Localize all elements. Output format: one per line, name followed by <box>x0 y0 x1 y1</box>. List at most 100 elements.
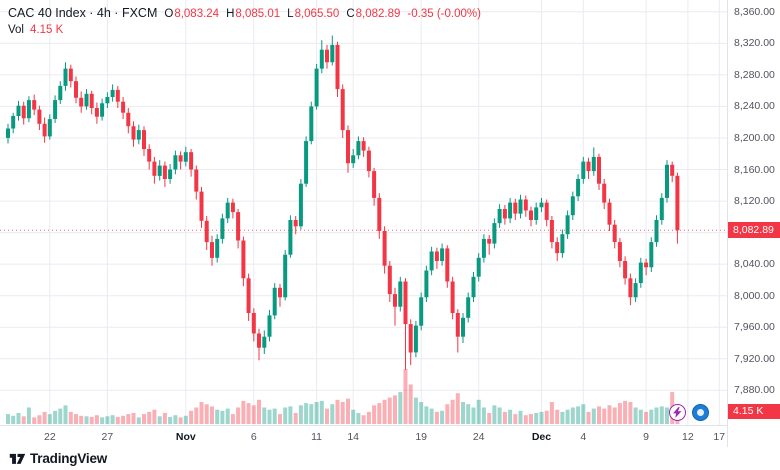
price-axis-label: 8,000.00 <box>734 289 775 302</box>
candle-body <box>602 183 607 203</box>
candle-body <box>131 126 136 140</box>
price-chart-canvas[interactable] <box>0 0 727 425</box>
candle-body <box>246 278 251 313</box>
candle-body <box>257 333 261 348</box>
candle-body <box>199 191 204 221</box>
volume-bar <box>555 409 560 424</box>
candle-body <box>570 196 575 216</box>
volume-bar <box>37 415 42 424</box>
volume-legend: Vol 4.15 K <box>8 24 63 36</box>
candle-body <box>424 270 429 298</box>
volume-bar <box>429 408 434 424</box>
volume-bar <box>105 416 110 424</box>
candle-body <box>555 242 560 254</box>
volume-bar <box>466 404 471 424</box>
candle-body <box>262 336 267 348</box>
candle-body <box>617 242 622 261</box>
candle-body <box>330 44 335 63</box>
candle-body <box>215 238 220 258</box>
volume-bar <box>597 406 601 424</box>
volume-bar <box>293 413 298 424</box>
time-axis-label: 22 <box>43 431 56 443</box>
symbol-title[interactable]: CAC 40 Index · 4h · FXCM <box>8 6 158 20</box>
candle-body <box>565 215 570 235</box>
volume-bar <box>419 402 424 424</box>
time-axis[interactable]: 22 27 Nov 6 11 14 19 24 Dec 4 9 12 17 <box>0 425 727 447</box>
candle-body <box>440 248 445 261</box>
instant-trading-button[interactable] <box>669 404 686 421</box>
volume-bar <box>628 402 633 424</box>
volume-bar <box>84 416 89 424</box>
price-axis-label: 8,120.00 <box>734 195 775 208</box>
volume-bar <box>518 410 523 424</box>
volume-bar <box>210 406 214 424</box>
candle-body <box>157 165 162 176</box>
candle-body <box>204 220 209 243</box>
volume-bar <box>534 413 539 424</box>
volume-bar <box>492 405 497 424</box>
candle-body <box>502 209 507 219</box>
volume-bar <box>581 404 586 424</box>
candle-body <box>638 262 643 284</box>
candle-body <box>455 313 460 337</box>
candle-body <box>471 276 476 298</box>
candle-body <box>74 81 78 98</box>
candle-body <box>377 197 382 231</box>
candle-body <box>644 262 649 268</box>
volume-bar <box>215 409 220 424</box>
candle-body <box>523 199 528 211</box>
candle-body <box>549 220 554 243</box>
candle-body <box>283 254 288 298</box>
brand-name[interactable]: TradingView <box>30 451 108 466</box>
candle-body <box>89 93 94 108</box>
volume-bar <box>665 407 669 424</box>
volume-bar <box>576 406 581 424</box>
high-value: 8,085.01 <box>235 8 281 20</box>
candle-body <box>346 130 350 164</box>
candle-body <box>361 141 366 151</box>
volume-bar <box>53 410 58 424</box>
volume-bar <box>142 414 146 424</box>
volume-bar <box>230 414 235 424</box>
volume-bar <box>659 406 664 424</box>
candle-body <box>142 130 146 149</box>
candle-body <box>68 68 73 82</box>
volume-bar <box>560 411 565 424</box>
candle-body <box>267 315 272 337</box>
candle-body <box>665 164 669 198</box>
candle-body <box>47 119 52 137</box>
candle-body <box>612 224 617 242</box>
volume-bar <box>424 406 429 424</box>
volume-bar <box>382 399 387 424</box>
volume-bar <box>461 402 465 424</box>
quick-order-button[interactable] <box>692 404 709 421</box>
volume-bar <box>481 407 486 424</box>
volume-bar <box>403 369 408 424</box>
price-axis-label: 8,160.00 <box>734 163 775 176</box>
chart-plot-area[interactable] <box>0 0 727 425</box>
candle-body <box>623 261 628 279</box>
candle-body <box>675 175 680 231</box>
volume-bar <box>644 411 649 424</box>
volume-bar <box>346 398 350 424</box>
volume-bar <box>361 415 366 424</box>
volume-bar <box>16 413 21 424</box>
volume-bar <box>497 407 502 424</box>
candle-body <box>654 220 659 243</box>
candle-body <box>340 89 345 131</box>
volume-bar <box>152 409 157 424</box>
volume-bar <box>68 411 73 424</box>
time-axis-label: 4 <box>580 431 587 443</box>
volume-bar <box>455 393 460 424</box>
volume-bar <box>544 410 549 424</box>
volume-bar <box>157 416 162 424</box>
close-label: C <box>346 8 355 20</box>
candle-body <box>100 103 105 117</box>
candle-body <box>152 161 157 176</box>
candle-body <box>37 109 42 124</box>
candle-body <box>607 202 612 225</box>
volume-bar <box>413 397 418 424</box>
candle-body <box>581 161 586 179</box>
volume-bar <box>570 407 575 424</box>
candle-body <box>325 49 329 63</box>
